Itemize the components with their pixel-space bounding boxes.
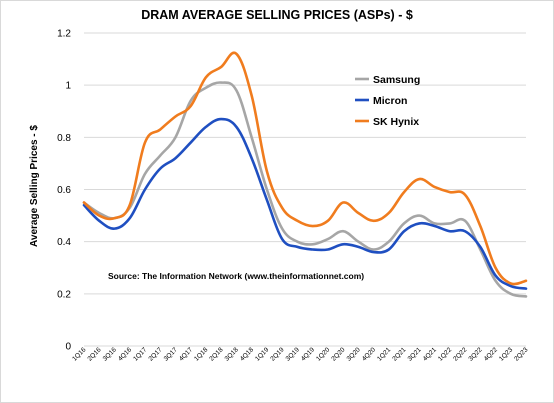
- y-tick-label: 0.2: [57, 289, 71, 300]
- y-tick-label: 0.4: [57, 237, 71, 248]
- y-tick-label: 0.8: [57, 133, 71, 144]
- y-tick-label: 1: [65, 81, 71, 92]
- x-tick-label: 1Q18: [193, 346, 209, 362]
- x-tick-label: 2Q20: [330, 346, 346, 362]
- x-tick-label: 4Q17: [178, 346, 194, 362]
- x-tick-label: 1Q21: [376, 346, 392, 362]
- x-tick-label: 4Q16: [117, 346, 133, 362]
- x-tick-label: 2Q23: [513, 346, 529, 362]
- series-layer: [82, 51, 528, 298]
- x-tick-label: 2Q16: [86, 346, 102, 362]
- source-annotation: Source: The Information Network (www.the…: [108, 271, 364, 281]
- x-tick-label: 2Q17: [147, 346, 163, 362]
- x-tick-label: 4Q20: [361, 346, 377, 362]
- x-tick-label: 1Q16: [71, 346, 87, 362]
- x-tick-label: 3Q22: [467, 346, 483, 362]
- x-tick-label: 3Q21: [407, 346, 423, 362]
- legend-label: SK Hynix: [373, 116, 419, 128]
- x-tick-label: 1Q23: [498, 346, 514, 362]
- legend-label: Micron: [373, 95, 407, 107]
- x-tick-label: 1Q17: [132, 346, 148, 362]
- y-tick-label: 0: [65, 342, 71, 353]
- y-tick-label: 1.2: [57, 29, 71, 40]
- x-tick-label: 2Q22: [452, 346, 468, 362]
- x-tick-label: 3Q18: [224, 346, 240, 362]
- x-tick-label: 3Q19: [285, 346, 301, 362]
- x-tick-label: 1Q19: [254, 346, 270, 362]
- x-tick-label: 2Q21: [391, 346, 407, 362]
- x-tick-label: 3Q20: [346, 346, 362, 362]
- series-line-micron: [82, 117, 528, 290]
- x-tick-label: 3Q17: [163, 346, 179, 362]
- x-tick-label: 2Q19: [269, 346, 285, 362]
- x-tick-label: 4Q19: [300, 346, 316, 362]
- x-tick-label: 1Q20: [315, 346, 331, 362]
- x-tick-label: 3Q16: [102, 346, 118, 362]
- x-tick-label: 4Q18: [239, 346, 255, 362]
- x-tick-label: 2Q18: [208, 346, 224, 362]
- legend: Samsung Micron SK Hynix: [355, 74, 420, 128]
- x-tick-label: 4Q22: [483, 346, 499, 362]
- series-line-sk-hynix: [82, 51, 528, 286]
- y-tick-labels: 0 0.2 0.4 0.6 0.8 1 1.2: [57, 29, 71, 353]
- x-tick-labels: 1Q16 2Q16 3Q16 4Q16 1Q17 2Q17 3Q17 4Q17 1Q18 2Q18…: [71, 346, 529, 362]
- y-axis-label: Average Selling Prices - $: [29, 125, 40, 247]
- grid-layer: [84, 32, 526, 347]
- legend-label: Samsung: [373, 74, 420, 86]
- x-tick-label: 4Q21: [422, 346, 438, 362]
- series-line-samsung: [82, 81, 528, 298]
- x-tick-label: 1Q22: [437, 346, 453, 362]
- y-tick-label: 0.6: [57, 185, 71, 196]
- chart-title: DRAM AVERAGE SELLING PRICES (ASPs) - $: [141, 8, 413, 22]
